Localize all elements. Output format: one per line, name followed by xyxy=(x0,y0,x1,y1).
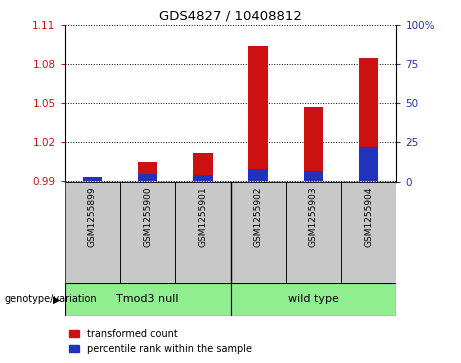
Text: wild type: wild type xyxy=(288,294,339,305)
Bar xyxy=(138,174,157,182)
Text: GSM1255903: GSM1255903 xyxy=(309,187,318,247)
Text: GSM1255901: GSM1255901 xyxy=(198,187,207,247)
Bar xyxy=(248,169,268,182)
Bar xyxy=(248,46,268,182)
Title: GDS4827 / 10408812: GDS4827 / 10408812 xyxy=(159,10,302,23)
Text: GSM1255899: GSM1255899 xyxy=(88,187,97,247)
Bar xyxy=(286,182,341,283)
Bar xyxy=(83,179,102,182)
Text: GSM1255902: GSM1255902 xyxy=(254,187,263,247)
Text: GSM1255904: GSM1255904 xyxy=(364,187,373,247)
Bar xyxy=(304,171,323,182)
Bar xyxy=(230,283,396,316)
Text: GSM1255900: GSM1255900 xyxy=(143,187,152,247)
Text: ▶: ▶ xyxy=(53,294,60,305)
Bar xyxy=(175,182,230,283)
Bar xyxy=(65,283,230,316)
Bar xyxy=(304,107,323,182)
Legend: transformed count, percentile rank within the sample: transformed count, percentile rank withi… xyxy=(70,329,252,354)
Bar xyxy=(359,58,378,182)
Bar xyxy=(230,182,286,283)
Text: genotype/variation: genotype/variation xyxy=(5,294,97,305)
Bar xyxy=(138,162,157,182)
Text: Tmod3 null: Tmod3 null xyxy=(116,294,179,305)
Bar xyxy=(359,147,378,182)
Bar xyxy=(341,182,396,283)
Bar xyxy=(193,153,213,182)
Bar xyxy=(193,175,213,182)
Bar xyxy=(83,177,102,182)
Bar xyxy=(65,182,120,283)
Bar xyxy=(120,182,175,283)
